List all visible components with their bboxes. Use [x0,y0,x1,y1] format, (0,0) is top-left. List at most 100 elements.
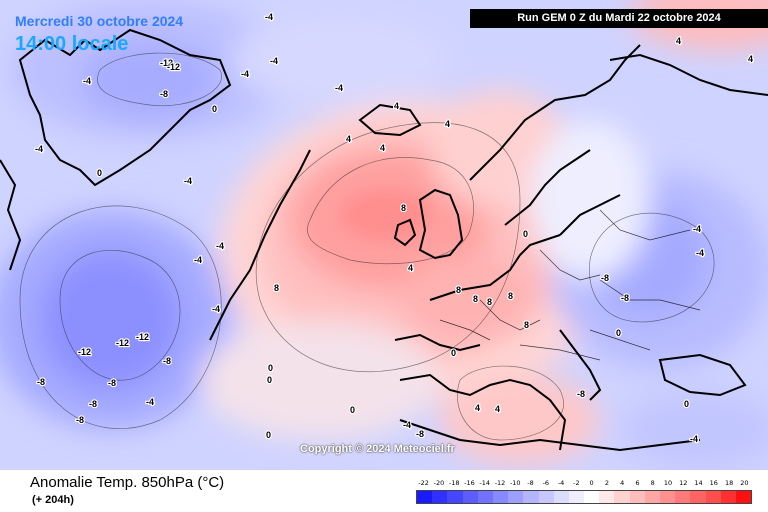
isotherm-label: -8 [37,377,45,387]
scale-swatch [660,491,676,503]
isotherm-label: 8 [524,320,529,330]
isotherm-label: 0 [268,363,273,373]
isotherm-label: 4 [445,119,450,129]
isotherm-label: -4 [693,224,701,234]
isotherm-label: -8 [160,89,168,99]
scale-swatch [599,491,615,503]
isotherm-labels: -12-12-8-4-4-4-4-4-4-4-4-4-4-12-12-12-8-… [34,11,754,445]
scale-swatch [629,491,645,503]
isotherm-label: -4 [335,83,343,93]
isotherm-label: 8 [487,297,492,307]
scale-swatch [690,491,706,503]
isotherm-label: -4 [83,76,91,86]
scale-swatch [432,491,448,503]
isotherm-label: -4 [241,69,249,79]
isotherm-label: -4 [270,56,278,66]
isotherm-label: -12 [116,338,129,348]
isotherm-label: 0 [350,405,355,415]
scale-swatch [675,491,691,503]
field-title: Anomalie Temp. 850hPa (°C) [30,474,225,491]
lead-time: (+ 204h) [32,494,74,506]
isotherm-label: -4 [403,420,411,430]
isotherm-label: -4 [690,434,698,444]
isotherm-label: -4 [212,304,220,314]
scale-label: 6 [635,479,640,487]
scale-swatch [538,491,554,503]
scale-label: 14 [694,479,703,487]
isotherm-label: 8 [473,294,478,304]
scale-label: 18 [724,479,734,487]
forecast-date: Mercredi 30 octobre 2024 [15,13,184,29]
scale-label: -16 [464,479,475,487]
isotherm-label: 4 [394,101,399,111]
isotherm-label: 0 [523,229,528,239]
isotherm-label: -4 [146,397,154,407]
scale-swatch [462,491,478,503]
isotherm-label: 0 [212,104,217,114]
scale-label: -12 [494,479,506,487]
scale-label: -10 [509,479,521,487]
scale-label: 10 [663,479,673,487]
isotherm-label: -8 [108,378,116,388]
scale-label: 2 [604,479,609,487]
scale-swatch [492,491,509,503]
scale-label: 0 [589,479,594,487]
isotherm-label: 8 [508,291,513,301]
isotherm-label: -12 [78,347,91,357]
isotherm-label: -8 [89,399,97,409]
temperature-anomaly-map: -12 -12 -8 -4 -4 -4 -4 -4 -4 -4 -4 -4 -4 -12 -12 -12 -8-… [0,0,768,470]
isotherm-label: 4 [475,403,480,413]
isotherm-label: 4 [748,54,753,64]
isotherm-label: 4 [346,134,351,144]
scale-label: 8 [650,479,655,487]
isotherm-label: -12 [136,332,149,342]
scale-label: -8 [527,479,534,487]
scale-label: -20 [433,479,445,487]
isotherm-label: -8 [163,356,171,366]
isotherm-label: 8 [401,203,406,213]
scale-swatch [644,491,660,503]
scale-swatch [705,491,721,503]
isotherm-label: 8 [274,283,279,293]
scale-swatch [477,491,493,503]
scale-swatch [720,491,736,503]
isotherm-contours [19,52,715,441]
isotherm-label: 0 [97,168,102,178]
scale-swatch [523,491,539,503]
scale-label: -2 [573,479,580,487]
isotherm-label: 0 [267,375,272,385]
isotherm-label: 0 [616,328,621,338]
isotherm-label: 4 [380,143,385,153]
scale-swatch [735,491,752,503]
scale-swatch [584,491,600,503]
isotherm-label: 4 [676,36,681,46]
map-canvas: -12-12-8-4-4-4-4-4-4-4-4-4-4-12-12-12-8-… [0,0,768,470]
isotherm-label: -4 [216,241,224,251]
scale-label: 4 [620,479,625,487]
isotherm-label: 4 [408,263,413,273]
scale-swatch [447,491,463,503]
isotherm-label: 4 [495,404,500,414]
scale-swatch [417,491,433,503]
scale-swatch [508,491,524,503]
forecast-time: 14:00 locale [15,33,129,55]
isotherm-label: -4 [194,255,202,265]
isotherm-label: -4 [184,176,192,186]
scale-label: -14 [479,479,491,487]
isotherm-label: -12 [167,62,180,72]
isotherm-label: 0 [451,348,456,358]
isotherm-label: -4 [696,248,704,258]
isotherm-label: -8 [577,389,585,399]
copyright-notice: Copyright © 2024 Meteociel.fr [300,443,455,455]
isotherm-label: -8 [621,293,629,303]
isotherm-label: -12 [160,58,173,68]
scale-label: -4 [557,479,565,487]
scale-label: 12 [679,479,688,487]
scale-label: -22 [418,479,429,487]
isotherm-label: 0 [266,430,271,440]
isotherm-label: -8 [601,273,609,283]
isotherm-label: -8 [76,415,84,425]
scale-label: 20 [740,479,749,487]
isotherm-label: 0 [684,399,689,409]
isotherm-label: -4 [35,144,43,154]
